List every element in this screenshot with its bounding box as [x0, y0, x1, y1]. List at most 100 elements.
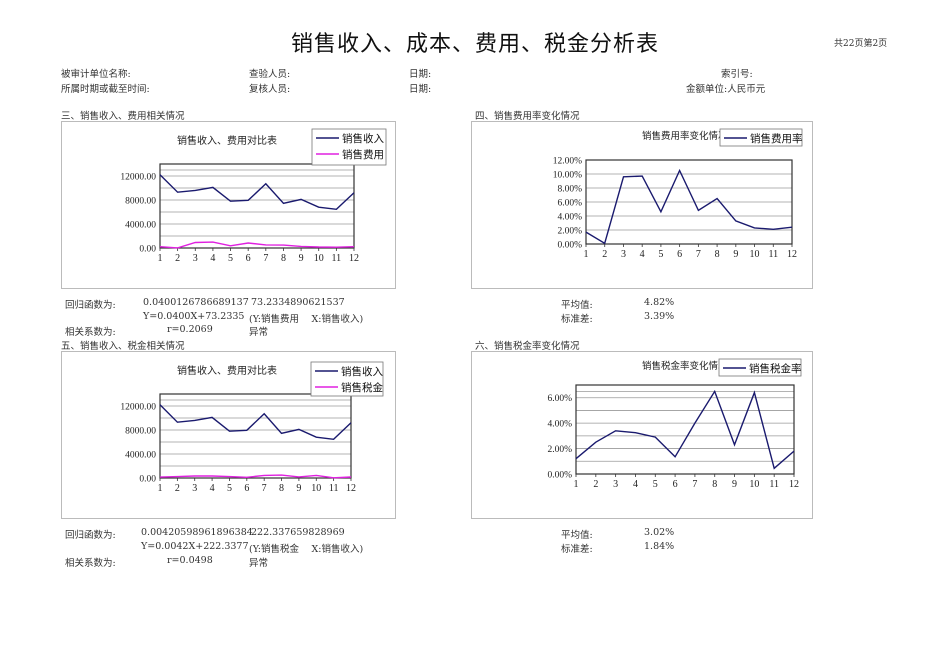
- svg-text:5: 5: [658, 249, 663, 260]
- svg-text:10: 10: [750, 249, 760, 260]
- svg-text:4: 4: [633, 479, 638, 490]
- svg-text:7: 7: [262, 483, 267, 494]
- svg-text:12.00%: 12.00%: [553, 157, 582, 167]
- svg-text:9: 9: [733, 249, 738, 260]
- section4-heading: 四、销售费用率变化情况: [475, 111, 580, 122]
- s6-mean-value: 3.02%: [644, 527, 675, 538]
- s5-coef-a: 0.00420598961896384: [141, 527, 253, 538]
- svg-text:2.00%: 2.00%: [557, 227, 582, 237]
- svg-text:6: 6: [246, 253, 251, 264]
- svg-text:销售费用率: 销售费用率: [750, 132, 803, 145]
- svg-text:5: 5: [227, 483, 232, 494]
- section3-heading: 三、销售收入、费用相关情况: [61, 111, 185, 122]
- svg-text:销售费用率变化情况: 销售费用率变化情况: [642, 130, 728, 142]
- svg-text:1: 1: [584, 249, 589, 260]
- s5-regression-label: 回归函数为:: [65, 530, 116, 541]
- index-label: 索引号:: [721, 69, 753, 80]
- svg-text:0.00%: 0.00%: [557, 241, 582, 251]
- s5-equation: Y=0.0042X+222.3377: [141, 541, 249, 552]
- svg-text:6.00%: 6.00%: [557, 199, 582, 209]
- s3-equation: Y=0.0400X+73.2335: [143, 311, 245, 322]
- svg-text:12000.00: 12000.00: [120, 173, 156, 183]
- chart2-svg: 0.00% 2.00% 4.00% 6.00% 8.00% 10.00% 12.00% 1 2 3…: [553, 128, 803, 260]
- svg-text:4: 4: [210, 483, 215, 494]
- s3-regression-label: 回归函数为:: [65, 300, 116, 311]
- s4-std-label: 标准差:: [561, 314, 593, 325]
- chart4-svg: 0.00%2.00%4.00%6.00%1 2 3 4 5 6 7 8 9 10 11 12销售税金率…: [547, 358, 802, 490]
- svg-text:4000.00: 4000.00: [125, 451, 156, 461]
- svg-text:销售税金率: 销售税金率: [749, 362, 802, 375]
- svg-text:销售收入: 销售收入: [341, 365, 383, 378]
- svg-text:11: 11: [768, 249, 778, 260]
- svg-text:12: 12: [349, 253, 359, 264]
- svg-text:8: 8: [279, 483, 284, 494]
- svg-text:4.00%: 4.00%: [547, 420, 572, 430]
- svg-text:4000.00: 4000.00: [125, 221, 156, 231]
- svg-text:销售收入、费用对比表: 销售收入、费用对比表: [177, 364, 277, 377]
- s6-mean-label: 平均值:: [561, 530, 593, 541]
- s3-corr-label: 相关系数为:: [65, 327, 116, 338]
- chart-revenue-expense: 0.00 4000.00 8000.00 12000.00 1 2 3 4 5 6 7 8 9 10 11 1…: [61, 121, 396, 289]
- svg-text:8000.00: 8000.00: [125, 427, 156, 437]
- svg-text:销售收入、费用对比表: 销售收入、费用对比表: [177, 134, 277, 147]
- svg-text:6.00%: 6.00%: [547, 394, 572, 404]
- svg-text:12: 12: [789, 479, 799, 490]
- svg-text:0.00%: 0.00%: [547, 471, 572, 481]
- s3-coef-b: 73.2334890621537: [251, 297, 345, 308]
- svg-text:8: 8: [281, 253, 286, 264]
- inspector-label: 查验人员:: [249, 69, 291, 80]
- chart-revenue-tax: 0.00 4000.00 8000.00 12000.00 1 2 3 4 5 6 7 8 9 10 11 1…: [61, 351, 396, 519]
- svg-text:5: 5: [228, 253, 233, 264]
- svg-text:销售税金: 销售税金: [341, 381, 383, 394]
- svg-text:12: 12: [346, 483, 356, 494]
- svg-text:4: 4: [210, 253, 215, 264]
- s3-equation-note: (Y:销售费用 X:销售收入): [249, 314, 364, 325]
- svg-text:6: 6: [673, 479, 678, 490]
- svg-text:9: 9: [732, 479, 737, 490]
- svg-text:7: 7: [263, 253, 268, 264]
- svg-text:10: 10: [311, 483, 321, 494]
- s5-status: 异常: [249, 558, 269, 569]
- svg-text:8: 8: [712, 479, 717, 490]
- section5-heading: 五、销售收入、税金相关情况: [61, 341, 185, 352]
- chart-expense-rate: 0.00% 2.00% 4.00% 6.00% 8.00% 10.00% 12.00% 1 2 3…: [471, 121, 813, 289]
- s4-std-value: 3.39%: [644, 311, 675, 322]
- svg-text:3: 3: [193, 253, 198, 264]
- svg-text:3: 3: [192, 483, 197, 494]
- svg-text:10: 10: [749, 479, 759, 490]
- currency-unit-label: 金额单位:人民币元: [686, 84, 766, 95]
- svg-text:2: 2: [602, 249, 607, 260]
- s3-status: 异常: [249, 327, 269, 338]
- svg-text:3: 3: [621, 249, 626, 260]
- svg-text:8.00%: 8.00%: [557, 185, 582, 195]
- svg-text:2: 2: [175, 483, 180, 494]
- s4-mean-value: 4.82%: [644, 297, 675, 308]
- svg-text:7: 7: [696, 249, 701, 260]
- period-label: 所属时期或截至时间:: [61, 84, 150, 95]
- svg-text:2.00%: 2.00%: [547, 445, 572, 455]
- svg-text:4.00%: 4.00%: [557, 213, 582, 223]
- date-label-2: 日期:: [409, 84, 432, 95]
- svg-text:0.00: 0.00: [139, 475, 156, 485]
- chart-tax-rate: 0.00% 2.00% 4.00% 6.00% 1 2 3 4 5 6 7 8 9 10 11 12 销售税金率…: [471, 351, 813, 519]
- s3-coef-a: 0.0400126786689137: [143, 297, 249, 308]
- svg-text:2: 2: [593, 479, 598, 490]
- svg-text:10.00%: 10.00%: [553, 171, 582, 181]
- svg-text:11: 11: [332, 253, 342, 264]
- s6-std-label: 标准差:: [561, 544, 593, 555]
- svg-text:8000.00: 8000.00: [125, 197, 156, 207]
- svg-text:销售税金率变化情况: 销售税金率变化情况: [642, 360, 728, 372]
- svg-text:12000.00: 12000.00: [120, 403, 156, 413]
- svg-text:6: 6: [244, 483, 249, 494]
- svg-text:8: 8: [715, 249, 720, 260]
- reviewer-label: 复核人员:: [249, 84, 291, 95]
- svg-text:11: 11: [769, 479, 779, 490]
- s5-corr-label: 相关系数为:: [65, 558, 116, 569]
- svg-text:4: 4: [640, 249, 645, 260]
- s5-equation-note: (Y:销售税金 X:销售收入): [249, 544, 364, 555]
- s5-coef-b: 222.337659828969: [251, 527, 345, 538]
- svg-text:销售收入: 销售收入: [342, 132, 384, 145]
- svg-text:11: 11: [329, 483, 339, 494]
- svg-text:6: 6: [677, 249, 682, 260]
